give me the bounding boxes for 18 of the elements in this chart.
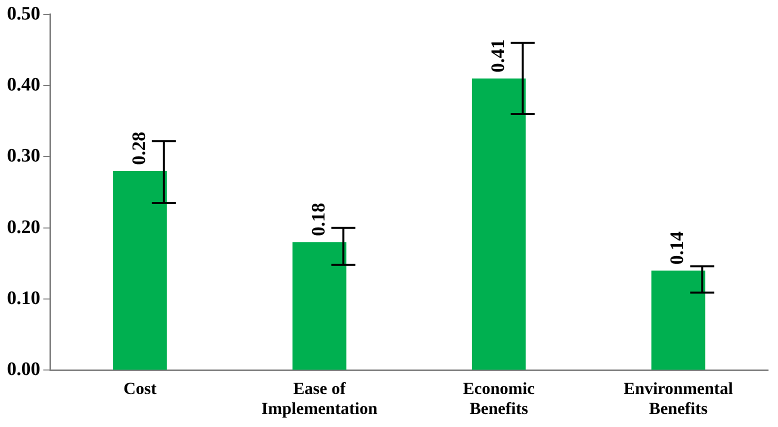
y-tick-label: 0.50	[7, 3, 40, 24]
x-tick-label: Cost	[123, 378, 157, 398]
x-tick-label: Ease of Implementation	[261, 378, 378, 418]
y-tick-label: 0.40	[7, 74, 40, 96]
bar	[113, 170, 167, 370]
y-tick-label: 0.30	[7, 146, 40, 167]
y-tick-label: 0.00	[7, 359, 40, 380]
y-tick-label: 0.20	[7, 216, 40, 238]
data-label: 0.18	[308, 202, 330, 236]
data-label: 0.41	[488, 39, 509, 72]
bar	[292, 242, 346, 370]
bar	[651, 270, 706, 370]
data-label: 0.14	[667, 230, 688, 265]
x-tick-label: Environmental Benefits	[624, 378, 734, 418]
bar	[472, 78, 526, 370]
y-tick-label: 0.10	[7, 288, 40, 309]
data-label: 0.28	[128, 132, 150, 165]
x-tick-label: Economic Benefits	[462, 378, 536, 418]
